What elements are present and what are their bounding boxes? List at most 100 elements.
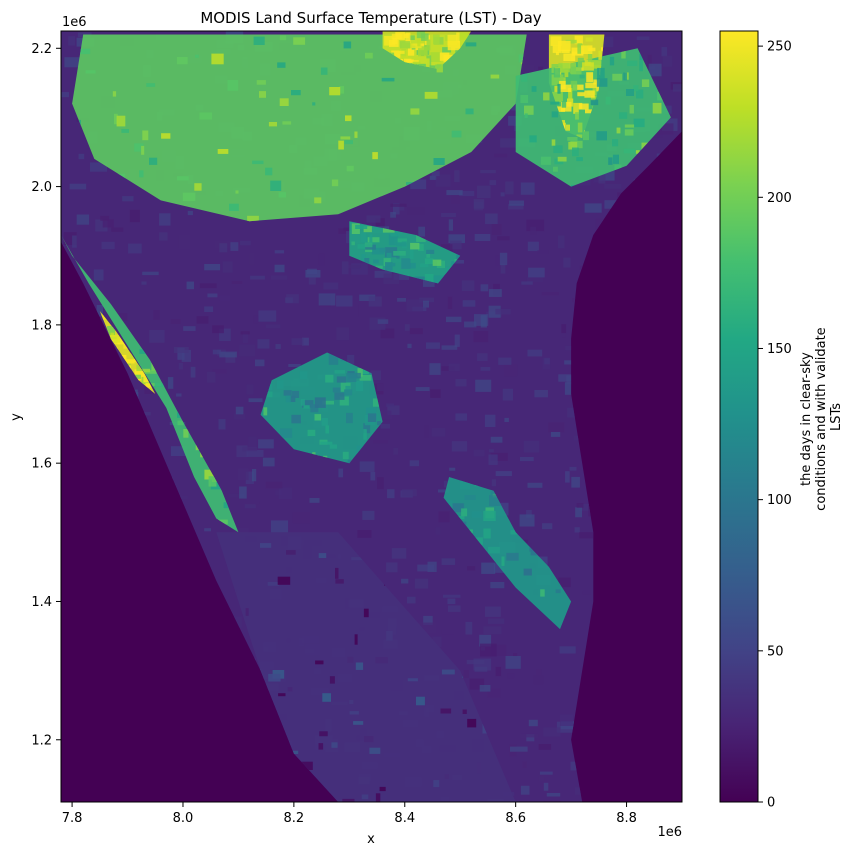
texture-cell <box>465 108 474 115</box>
texture-cell <box>490 436 503 443</box>
x-offset-label: 1e6 <box>657 825 682 840</box>
colorbar-tick-label: 50 <box>767 644 784 659</box>
texture-cell <box>430 52 441 62</box>
texture-cell <box>499 252 508 266</box>
texture-cell <box>431 171 440 177</box>
texture-cell <box>418 46 428 57</box>
texture-cell <box>488 454 498 465</box>
texture-cell <box>219 243 228 253</box>
texture-cell <box>373 259 379 264</box>
colorbar-label-line-1: the days in clear-sky <box>799 352 814 486</box>
texture-cell <box>393 203 400 215</box>
texture-cell <box>590 60 602 67</box>
texture-cell <box>578 103 589 110</box>
texture-cell <box>329 444 338 449</box>
texture-cell <box>563 801 578 802</box>
texture-cell <box>378 410 392 420</box>
texture-cell <box>491 479 496 487</box>
texture-cell <box>458 516 465 520</box>
texture-cell <box>299 371 308 379</box>
texture-cell <box>235 406 244 415</box>
texture-cell <box>238 468 249 481</box>
texture-cell <box>314 397 326 408</box>
texture-cell <box>430 389 441 398</box>
texture-cell <box>414 276 427 281</box>
texture-cell <box>563 257 571 268</box>
texture-cell <box>561 49 570 53</box>
texture-cell <box>495 666 502 677</box>
texture-cell <box>469 678 485 690</box>
texture-cell <box>405 32 411 43</box>
texture-cell <box>495 255 501 266</box>
texture-cell <box>524 105 534 115</box>
texture-cell <box>568 88 573 99</box>
texture-cell <box>419 297 434 303</box>
texture-cell <box>577 43 583 54</box>
texture-cell <box>287 687 293 692</box>
texture-cell <box>394 238 407 244</box>
texture-cell <box>598 174 606 184</box>
texture-cell <box>558 40 571 52</box>
texture-cell <box>441 558 456 565</box>
texture-cell <box>402 489 417 497</box>
texture-cell <box>242 446 258 452</box>
texture-cell <box>407 596 416 604</box>
texture-cell <box>323 282 339 290</box>
texture-cell <box>375 218 385 229</box>
texture-cell <box>537 250 549 254</box>
texture-cell <box>217 149 229 154</box>
texture-cell <box>414 578 429 589</box>
texture-cell <box>117 313 128 321</box>
texture-cell <box>342 451 349 460</box>
texture-cell <box>372 398 381 407</box>
texture-cell <box>354 131 358 138</box>
texture-cell <box>291 338 304 345</box>
texture-cell <box>369 747 381 754</box>
texture-cell <box>585 109 595 114</box>
colorbar-tick-label: 200 <box>767 191 792 206</box>
texture-cell <box>485 606 501 617</box>
texture-cell <box>563 53 576 61</box>
texture-cell <box>570 761 581 771</box>
texture-cell <box>484 414 496 427</box>
texture-cell <box>450 260 464 264</box>
texture-cell <box>143 374 150 383</box>
texture-cell <box>548 422 565 433</box>
texture-cell <box>247 215 259 222</box>
texture-cell <box>450 240 462 250</box>
texture-cell <box>377 477 384 490</box>
texture-cell <box>558 374 573 382</box>
texture-cell <box>222 261 233 273</box>
texture-cell <box>520 182 535 195</box>
texture-cell <box>349 711 359 715</box>
texture-cell <box>369 234 373 245</box>
texture-cell <box>110 332 115 337</box>
texture-cell <box>407 678 418 682</box>
texture-cell <box>369 383 384 395</box>
texture-cell <box>288 364 301 367</box>
texture-cell <box>267 582 280 586</box>
texture-cell <box>347 656 354 663</box>
texture-cell <box>252 501 260 505</box>
texture-cell <box>443 480 450 488</box>
texture-cell <box>583 131 589 141</box>
texture-cell <box>508 204 524 210</box>
region-west-coast-strip <box>61 235 239 533</box>
texture-cell <box>266 324 281 329</box>
texture-cell <box>593 174 602 183</box>
texture-cell <box>366 215 381 223</box>
texture-cell <box>239 486 247 499</box>
texture-cell <box>278 487 292 499</box>
texture-cell <box>448 219 453 231</box>
x-tick-label: 8.0 <box>173 811 194 826</box>
texture-cell <box>318 253 325 266</box>
texture-cell <box>441 366 455 371</box>
texture-cell <box>550 432 561 437</box>
texture-cell <box>435 174 451 187</box>
texture-cell <box>495 308 511 315</box>
texture-cell <box>500 138 518 148</box>
texture-cell <box>386 630 393 641</box>
texture-cell <box>407 207 425 215</box>
texture-cell <box>338 468 344 478</box>
texture-cell <box>616 127 621 134</box>
